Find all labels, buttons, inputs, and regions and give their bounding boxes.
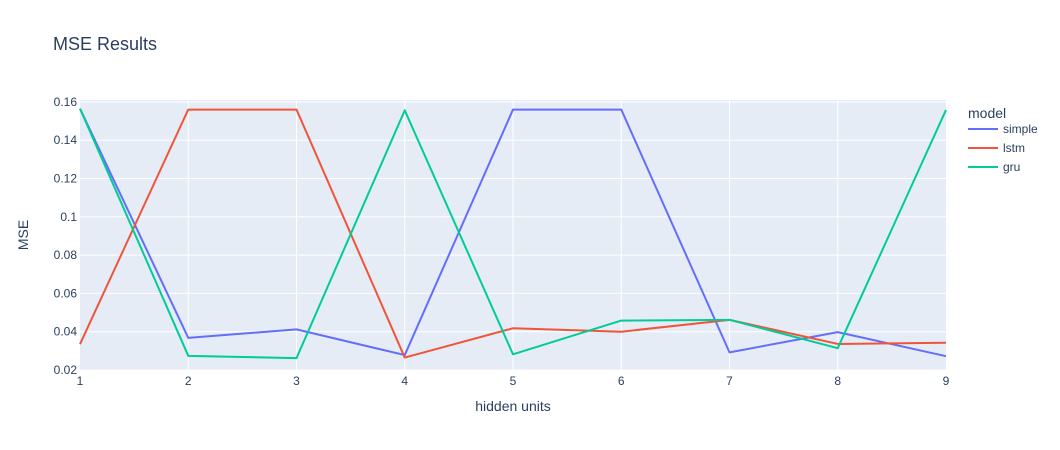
series-line-gru [79, 108, 947, 360]
x-tick-label: 5 [510, 374, 517, 388]
legend-label-gru: gru [1003, 160, 1020, 174]
y-tick-label: 0.08 [54, 248, 78, 262]
legend-items: simple lstm gru [968, 122, 1038, 174]
y-tick-label: 0.1 [60, 210, 77, 224]
x-tick-label: 2 [185, 374, 192, 388]
legend-label-simple: simple [1003, 122, 1038, 136]
x-tick-label: 9 [943, 374, 950, 388]
x-tick-label: 4 [401, 374, 408, 388]
legend-label-lstm: lstm [1003, 141, 1025, 155]
y-tick-label: 0.06 [54, 286, 78, 300]
x-tick-label: 3 [293, 374, 300, 388]
y-tick-label: 0.16 [54, 95, 78, 109]
series-line-lstm [79, 108, 947, 359]
y-tick-label: 0.14 [54, 133, 78, 147]
tick-labels: 1 2 3 4 5 6 7 8 9 0.02 0.04 0.06 0.08 0.1 0.12 0.14 0.16 [54, 95, 950, 388]
y-axis-title: MSE [15, 220, 31, 250]
grid-lines [80, 100, 946, 371]
x-tick-label: 8 [834, 374, 841, 388]
chart-title: MSE Results [53, 34, 157, 54]
y-tick-label: 0.12 [54, 172, 78, 186]
series-lines [79, 108, 947, 360]
y-tick-label: 0.04 [54, 325, 78, 339]
x-tick-label: 1 [77, 374, 84, 388]
x-axis-title: hidden units [475, 398, 551, 414]
y-tick-label: 0.02 [54, 363, 78, 377]
x-tick-label: 6 [618, 374, 625, 388]
legend: model simple lstm gru [968, 105, 1038, 174]
x-tick-label: 7 [726, 374, 733, 388]
legend-title: model [968, 105, 1006, 121]
